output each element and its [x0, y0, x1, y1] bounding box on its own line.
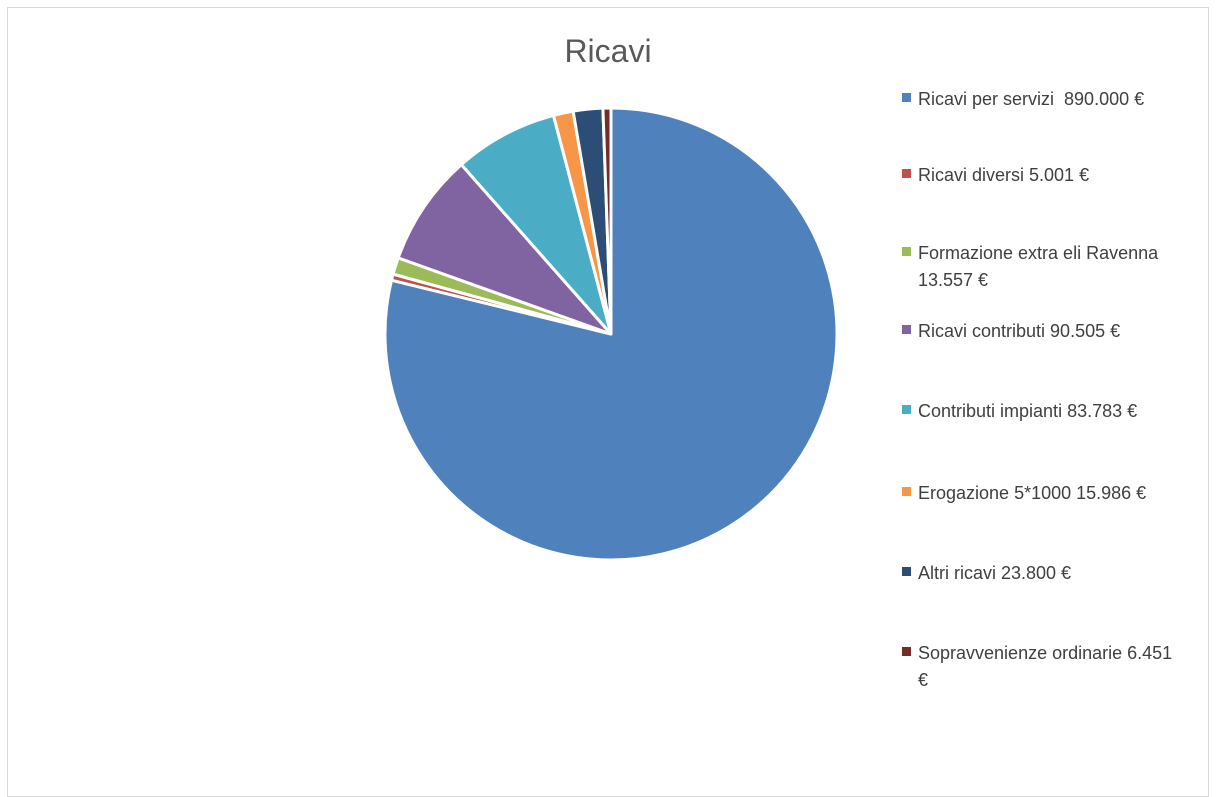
legend-swatch [902, 169, 911, 178]
pie-slice-7 [601, 106, 613, 336]
legend-label: Ricavi contributi 90.505 € [918, 321, 1121, 341]
legend-label: Contributi impianti 83.783 € [918, 401, 1138, 421]
legend-swatch [902, 567, 911, 576]
legend-item: Contributi impianti 83.783 € [902, 398, 1186, 425]
pie-chart [383, 106, 839, 562]
legend-label: Ricavi diversi 5.001 € [918, 165, 1090, 185]
legend-item: Erogazione 5*1000 15.986 € [902, 480, 1186, 507]
legend-item: Ricavi diversi 5.001 € [902, 162, 1186, 189]
chart-title: Ricavi [564, 33, 652, 69]
legend-label: Formazione extra eli Ravenna 13.557 € [918, 243, 1164, 290]
legend-label: Erogazione 5*1000 15.986 € [918, 483, 1147, 503]
legend-label: Altri ricavi 23.800 € [918, 563, 1072, 583]
legend-item: Altri ricavi 23.800 € [902, 560, 1186, 587]
legend-swatch [902, 247, 911, 256]
legend-swatch [902, 93, 911, 102]
legend-swatch [902, 405, 911, 414]
legend-label: Ricavi per servizi 890.000 € [918, 89, 1145, 109]
pie-slice-3 [396, 163, 613, 336]
legend-item: Ricavi per servizi 890.000 € [902, 86, 1186, 113]
legend-item: Ricavi contributi 90.505 € [902, 318, 1186, 345]
legend-swatch [902, 487, 911, 496]
legend-swatch [902, 647, 911, 656]
legend-label: Sopravvenienze ordinarie 6.451 € [918, 643, 1178, 690]
pie-slice-4 [459, 113, 613, 336]
legend-swatch [902, 325, 911, 334]
legend-item: Formazione extra eli Ravenna 13.557 € [902, 240, 1186, 294]
legend-item: Sopravvenienze ordinarie 6.451 € [902, 640, 1186, 694]
